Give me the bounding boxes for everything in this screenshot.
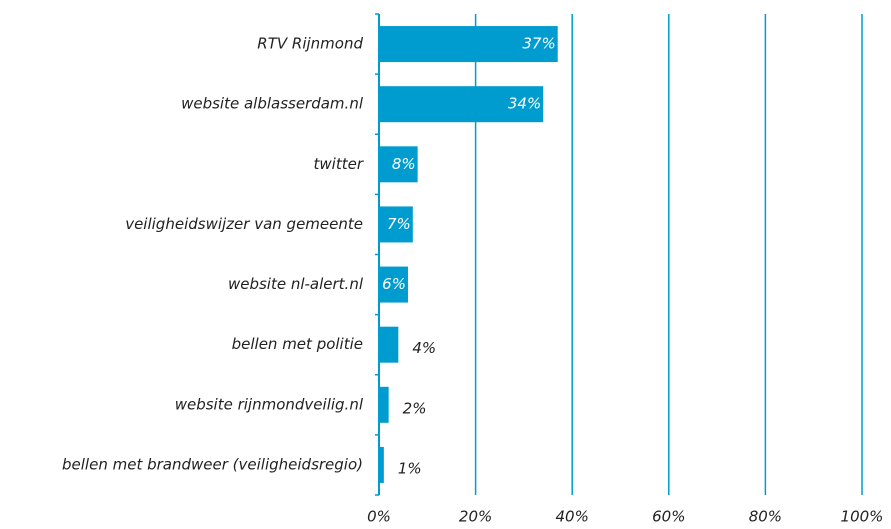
y-tick-label: veiligheidswijzer van gemeente: [125, 215, 363, 233]
x-tick-label: 80%: [749, 508, 782, 526]
value-label: 2%: [403, 399, 427, 417]
value-label: 1%: [398, 459, 422, 477]
value-label: 8%: [392, 155, 416, 173]
y-tick-label: bellen met brandweer (veiligheidsregio): [62, 455, 363, 473]
x-tick-label: 40%: [556, 508, 589, 526]
x-tick-label: 60%: [652, 508, 685, 526]
bar: [379, 326, 399, 363]
x-tick-label: 0%: [367, 508, 391, 526]
value-label: 6%: [382, 275, 406, 293]
y-tick-label: website nl-alert.nl: [228, 275, 364, 293]
value-label: 7%: [387, 215, 411, 233]
bar: [379, 446, 384, 483]
bar: [379, 206, 413, 243]
y-tick-label: website rijnmondveilig.nl: [175, 395, 364, 413]
bar: [379, 386, 389, 423]
bar: [379, 26, 558, 63]
y-tick-label: website alblasserdam.nl: [181, 95, 364, 113]
value-label: 34%: [508, 95, 541, 113]
bar: [379, 266, 408, 303]
bar: [379, 86, 544, 123]
x-tick-label: 100%: [841, 508, 884, 526]
y-tick-label: RTV Rijnmond: [257, 35, 363, 53]
x-tick-label: 20%: [459, 508, 492, 526]
y-tick-label: twitter: [314, 155, 364, 173]
value-label: 4%: [412, 339, 436, 357]
bar: [379, 146, 418, 183]
value-label: 37%: [522, 35, 555, 53]
y-tick-label: bellen met politie: [232, 335, 363, 353]
